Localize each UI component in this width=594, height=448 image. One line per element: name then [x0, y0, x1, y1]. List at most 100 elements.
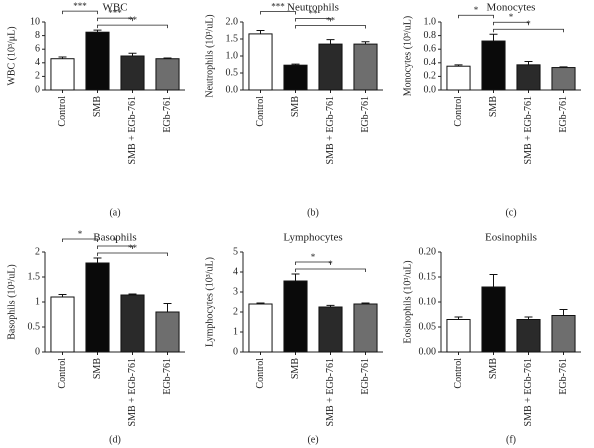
significance-bracket: [295, 25, 366, 29]
y-tick-label: 0.00: [419, 346, 437, 357]
y-tick-label: 1: [35, 296, 40, 307]
panel-label: (e): [307, 434, 318, 445]
error-bar: [489, 33, 498, 42]
bar: [446, 319, 471, 353]
panel-label: (b): [307, 207, 319, 218]
significance-label: *: [78, 229, 83, 239]
significance-label: ***: [108, 8, 122, 18]
y-axis-label: Lymphocytes (10³/uL): [204, 257, 215, 347]
error-bar: [291, 63, 300, 66]
y-tick-label: 0.20: [419, 246, 437, 257]
y-tick-label: 4: [35, 57, 40, 68]
x-tick-label: Control: [255, 96, 266, 127]
x-tick-label: EGb-761: [162, 358, 173, 395]
y-tick-label: 0.05: [419, 321, 437, 332]
x-tick-label: SMB: [488, 96, 499, 117]
bar: [120, 294, 145, 353]
y-tick-label: 0.8: [424, 30, 437, 41]
x-tick-label: SMB + EGb-761: [325, 96, 336, 164]
y-tick-label: 0.5: [226, 67, 239, 78]
chart-title: Eosinophils: [485, 232, 537, 244]
significance-bracket: [295, 268, 366, 272]
significance-bracket: [97, 252, 168, 256]
bar: [516, 319, 541, 353]
bar: [353, 303, 378, 353]
significance-label: **: [326, 16, 336, 26]
x-tick-label: SMB: [290, 96, 301, 117]
significance-label: ***: [271, 2, 285, 12]
bar: [481, 286, 506, 353]
y-tick-label: 0.2: [424, 71, 437, 82]
bar: [155, 58, 180, 91]
significance-bracket: [62, 238, 98, 242]
error-bar: [524, 60, 533, 65]
error-bar: [326, 39, 335, 45]
y-tick-label: 10: [30, 16, 40, 27]
bar: [50, 296, 75, 353]
error-bar: [256, 30, 265, 34]
y-tick-label: 1.5: [28, 271, 41, 282]
x-tick-label: Control: [453, 358, 464, 389]
y-axis-label: Neutrophils (10³/uL): [204, 14, 215, 97]
error-bar: [93, 29, 102, 33]
x-tick-label: EGb-761: [558, 358, 569, 395]
panel-label: (a): [109, 207, 120, 218]
bar: [85, 262, 110, 353]
y-tick-label: 3: [233, 286, 238, 297]
error-bar: [326, 304, 335, 307]
y-tick-label: 1.0: [424, 16, 437, 27]
error-bar: [58, 56, 67, 59]
error-bar: [489, 274, 498, 287]
significance-label: **: [128, 15, 138, 25]
significance-bracket: [97, 245, 133, 249]
bar: [551, 315, 576, 353]
y-tick-label: 0.5: [28, 321, 41, 332]
y-tick-label: 1: [233, 326, 238, 337]
bar: [85, 31, 110, 91]
y-tick-label: 0.10: [419, 296, 437, 307]
x-tick-label: SMB + EGb-761: [523, 96, 534, 164]
significance-bracket: [97, 24, 168, 29]
y-tick-label: 0.0: [424, 84, 437, 95]
error-bar: [524, 316, 533, 320]
significance-label: ***: [73, 1, 87, 11]
bar: [318, 43, 343, 91]
y-tick-label: 4: [233, 266, 238, 277]
x-tick-label: SMB: [290, 358, 301, 379]
y-axis-label: WBC (10³/μL): [6, 26, 17, 85]
significance-label: *: [113, 236, 118, 246]
bar: [155, 311, 180, 353]
x-tick-label: SMB: [92, 358, 103, 379]
error-bar: [454, 316, 463, 320]
bar: [248, 33, 273, 91]
y-tick-label: 0: [35, 346, 40, 357]
x-tick-label: Control: [57, 96, 68, 127]
x-tick-label: Control: [57, 358, 68, 389]
x-tick-label: SMB + EGb-761: [127, 358, 138, 426]
x-tick-label: SMB + EGb-761: [127, 96, 138, 164]
y-tick-label: 0.0: [226, 84, 239, 95]
x-tick-label: EGb-761: [162, 96, 173, 133]
significance-label: *: [474, 5, 479, 15]
error-bar: [291, 273, 300, 281]
chart-title: Monocytes: [487, 2, 536, 14]
significance-label: *: [311, 252, 316, 262]
chart-title: WBC: [102, 2, 127, 14]
x-tick-label: SMB: [488, 358, 499, 379]
y-tick-label: 2: [35, 71, 40, 82]
significance-label: *: [509, 12, 514, 22]
y-tick-label: 1.0: [226, 50, 239, 61]
significance-label: *: [328, 259, 333, 269]
y-axis-label: Basophils (10³/uL): [6, 264, 17, 340]
error-bar: [256, 302, 265, 304]
y-tick-label: 8: [35, 30, 40, 41]
y-tick-label: 0.6: [424, 43, 437, 54]
x-tick-label: EGb-761: [558, 96, 569, 133]
error-bar: [559, 309, 568, 316]
error-bar: [128, 52, 137, 56]
significance-bracket: [493, 28, 564, 33]
bar: [283, 64, 308, 91]
significance-bracket: [295, 18, 331, 22]
bar: [50, 58, 75, 91]
